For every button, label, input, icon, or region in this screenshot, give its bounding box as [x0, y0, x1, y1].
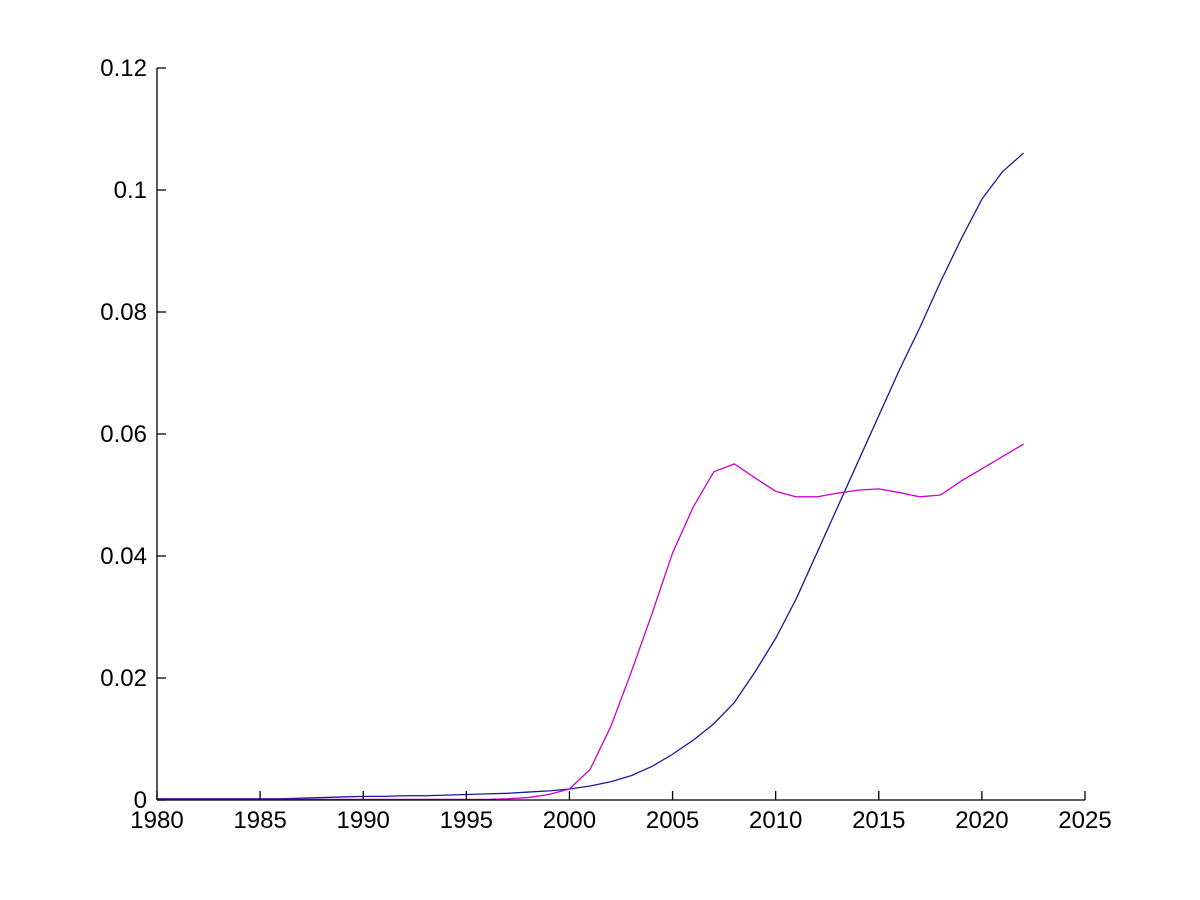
x-tick-label: 1985 [233, 807, 286, 834]
x-tick-label: 2010 [749, 807, 802, 834]
x-tick-label: 2020 [955, 807, 1008, 834]
navy-line-series [156, 152, 1024, 800]
y-tick-label: 0.1 [114, 177, 147, 204]
y-tick-label: 0.06 [100, 421, 147, 448]
y-tick-label: 0 [134, 787, 147, 814]
x-tick-label: 2005 [646, 807, 699, 834]
x-tick-label: 2025 [1058, 807, 1111, 834]
y-tick-label: 0.08 [100, 299, 147, 326]
x-tick-label: 2000 [543, 807, 596, 834]
x-tick-label: 1990 [337, 807, 390, 834]
y-tick-label: 0.12 [100, 55, 147, 82]
x-tick-label: 1980 [130, 807, 183, 834]
y-tick-label: 0.02 [100, 665, 147, 692]
x-tick-label: 2015 [852, 807, 905, 834]
magenta-line-series [156, 443, 1024, 801]
x-tick-label: 1995 [440, 807, 493, 834]
y-tick-label: 0.04 [100, 543, 147, 570]
